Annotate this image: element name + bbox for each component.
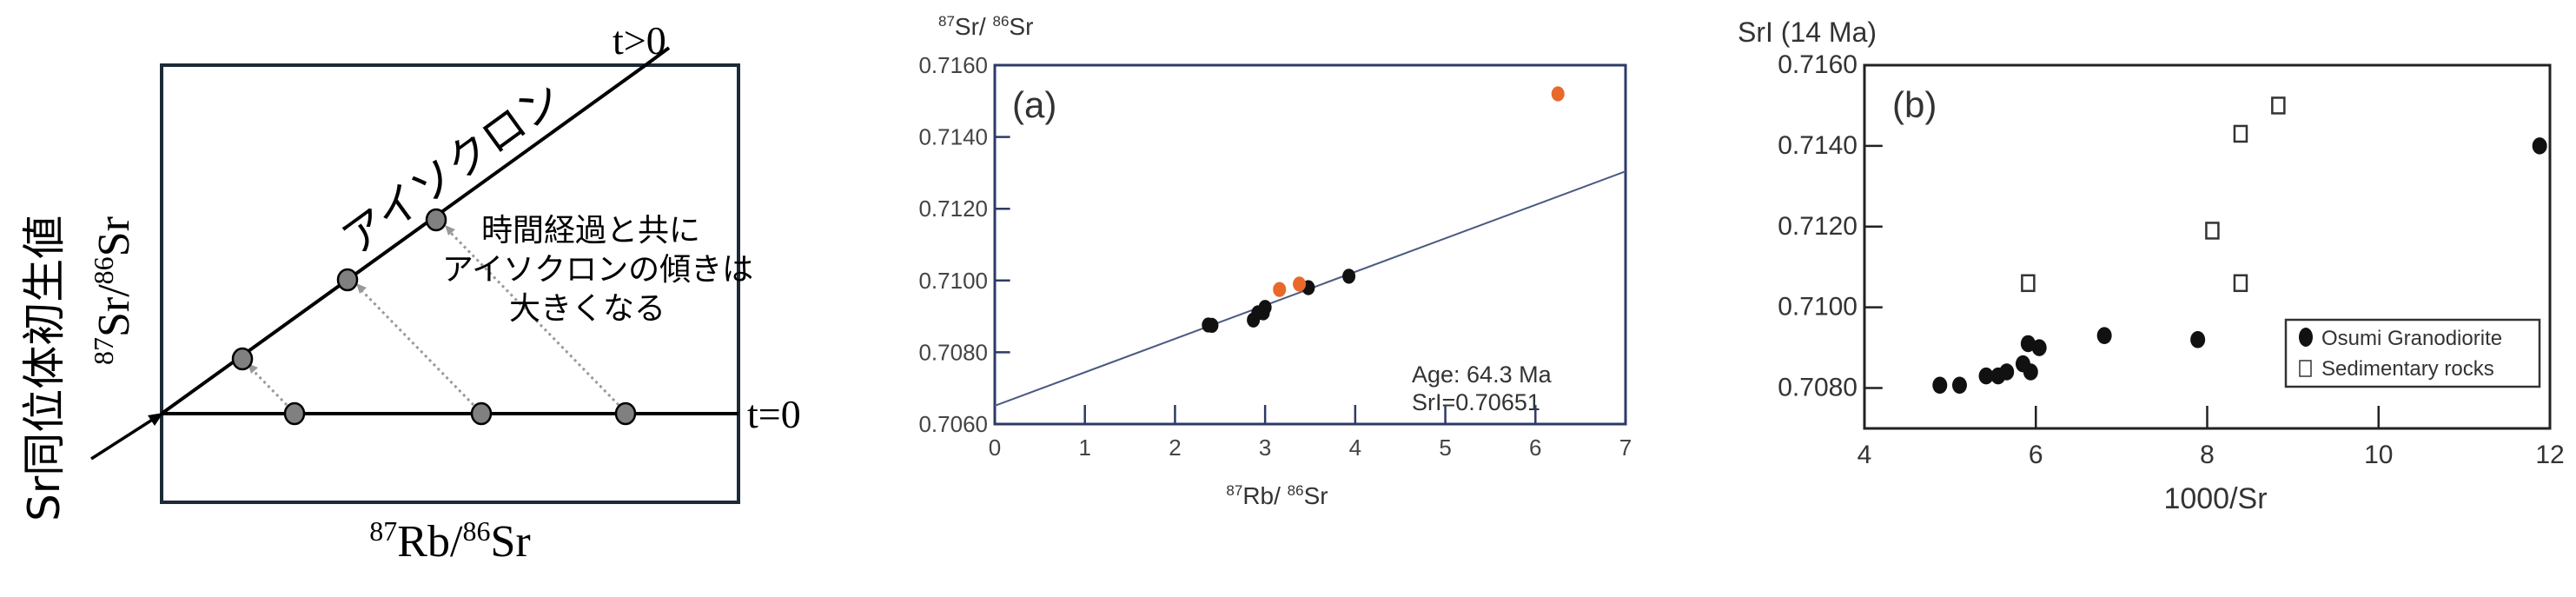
- y-tick-label: 0.7080: [918, 339, 988, 365]
- data-point: [2190, 331, 2206, 348]
- annotation-line: アイソクロンの傾きは: [442, 252, 753, 288]
- data-point: [1999, 363, 2015, 381]
- data-point: [1293, 276, 1307, 292]
- initial-value-arrow: [90, 413, 163, 461]
- y-tick-label: 0.7160: [1778, 50, 1858, 79]
- chart-a-sri-annotation: SrI=0.70651: [1412, 389, 1540, 415]
- y-tick-label: 0.7080: [1778, 374, 1858, 402]
- x-tick-label: 2: [1169, 434, 1181, 461]
- evolution-arrow: [358, 287, 475, 407]
- y-tick-label: 0.7140: [918, 124, 988, 150]
- evolution-arrow: [249, 367, 288, 407]
- data-point: [1932, 376, 1948, 395]
- data-point: [2020, 335, 2036, 353]
- sample-point-t0: [283, 401, 306, 426]
- data-point: [2096, 327, 2112, 344]
- data-point: [1342, 269, 1356, 284]
- t-greater-zero-label: t>0: [613, 18, 666, 63]
- sample-point-t0: [614, 401, 637, 426]
- arrow-head-icon: [445, 225, 455, 235]
- diagram-y-label: 87Sr/86Sr: [88, 216, 139, 365]
- chart-a-age-annotation: Age: 64.3 Ma: [1412, 362, 1553, 388]
- diagram-frame: [160, 63, 740, 504]
- x-tick-label: 6: [2029, 441, 2043, 469]
- isochron-diagram: t>0 t=0 アイソクロン 時間経過と共に アイソクロンの傾きは 大きくなる …: [19, 18, 801, 567]
- arrow-head-icon: [356, 283, 367, 294]
- data-point: [1551, 86, 1565, 102]
- x-tick-label: 12: [2535, 441, 2564, 469]
- x-tick-label: 1: [1078, 434, 1090, 461]
- data-point: [1273, 282, 1287, 297]
- x-tick-label: 6: [1529, 434, 1541, 461]
- diagram-x-label: 87Rb/86Sr: [369, 515, 530, 567]
- data-point: [2031, 339, 2047, 356]
- legend-box: [2284, 318, 2541, 388]
- sample-point-t: [425, 208, 447, 232]
- data-point-square: [2233, 274, 2248, 293]
- chart-b: SrI (14 Ma) 1000/Sr (b) 4 6 8 10 12 0.7080 0.7…: [1738, 17, 2565, 515]
- y-tick-label: 0.7120: [918, 196, 988, 222]
- y-tick-label: 0.7100: [1778, 293, 1858, 322]
- data-point: [1978, 367, 1994, 385]
- legend-filled-circle-icon: [2299, 328, 2313, 347]
- chart-b-x-label: 1000/Sr: [2163, 482, 2267, 515]
- chart-a: 87Sr/ 86Sr 87Rb/ 86Sr (a) Age: 64.3 Ma S…: [918, 13, 1632, 509]
- chart-a-frame: [993, 63, 1627, 426]
- diagram-y-title: Sr同位体初生値: [19, 216, 70, 521]
- chart-b-legend: Osumi Granodiorite Sedimentary rocks: [2284, 318, 2541, 388]
- data-point-square: [2233, 124, 2248, 143]
- data-point-square: [2271, 96, 2286, 115]
- x-tick-label: 3: [1259, 434, 1271, 461]
- data-point: [1205, 317, 1219, 334]
- data-point-square: [2021, 274, 2036, 293]
- isochron-line-extension: [644, 46, 671, 67]
- y-tick-label: 0.7060: [918, 411, 988, 437]
- x-tick-label: 8: [2200, 441, 2215, 469]
- data-point-square: [2205, 222, 2220, 240]
- y-tick-label: 0.7160: [918, 52, 988, 78]
- data-point: [1951, 376, 1967, 395]
- chart-b-y-label: SrI (14 Ma): [1738, 17, 1877, 48]
- x-tick-label: 4: [1349, 434, 1361, 461]
- y-tick-label: 0.7100: [918, 268, 988, 294]
- chart-a-y-label: 87Sr/ 86Sr: [938, 13, 1033, 40]
- data-point: [1258, 300, 1272, 315]
- legend-entry: Sedimentary rocks: [2321, 357, 2494, 381]
- y-tick-label: 0.7120: [1778, 212, 1858, 241]
- t-zero-label: t=0: [747, 392, 801, 436]
- x-tick-label: 10: [2364, 441, 2393, 469]
- x-tick-label: 7: [1619, 434, 1632, 461]
- annotation-line: 大きくなる: [509, 291, 666, 327]
- legend-open-square-icon: [2299, 360, 2312, 377]
- x-tick-label: 4: [1858, 441, 1872, 469]
- evolution-arrows: [249, 229, 620, 407]
- sample-point-t0: [470, 401, 493, 426]
- x-tick-label: 5: [1439, 434, 1451, 461]
- chart-a-x-label: 87Rb/ 86Sr: [1226, 482, 1328, 509]
- data-point: [2023, 363, 2038, 381]
- sample-point-t: [231, 347, 254, 371]
- arrow-head-icon: [148, 413, 163, 426]
- annotation-line: 時間経過と共に: [481, 213, 700, 249]
- evolution-arrow: [447, 229, 620, 407]
- chart-a-panel-label: (a): [1012, 84, 1056, 125]
- data-point: [2532, 137, 2547, 155]
- diagram-annotation: 時間経過と共に アイソクロンの傾きは 大きくなる: [442, 213, 753, 327]
- legend-entry: Osumi Granodiorite: [2321, 327, 2502, 350]
- sample-point-t: [336, 268, 359, 292]
- sample-points: [231, 208, 637, 426]
- x-tick-label: 0: [989, 434, 1001, 461]
- y-tick-label: 0.7140: [1778, 131, 1858, 160]
- chart-b-panel-label: (b): [1892, 84, 1937, 125]
